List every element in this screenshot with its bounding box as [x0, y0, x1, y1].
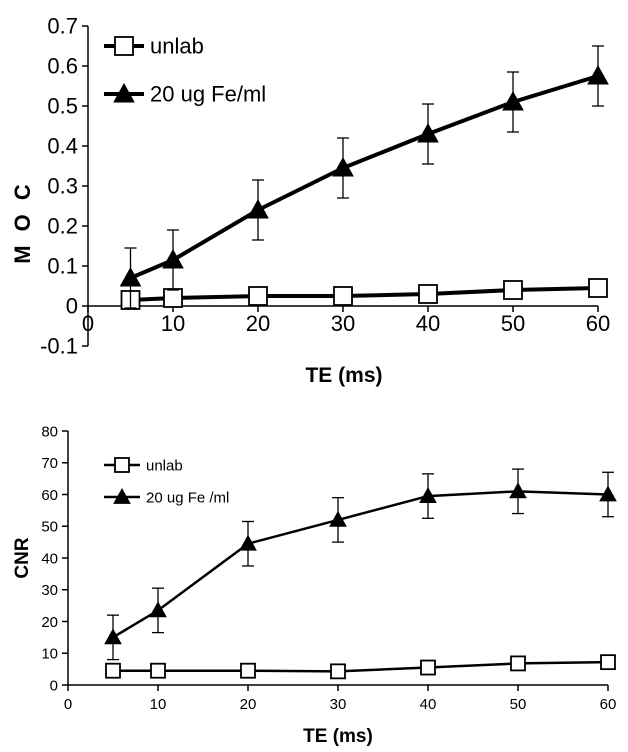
- data-point: [239, 534, 257, 551]
- series-line: [112, 490, 609, 639]
- data-point: [510, 655, 526, 672]
- y-tick-label: 0.1: [47, 254, 78, 279]
- x-tick-label: 20: [246, 311, 270, 336]
- x-tick-label: 10: [150, 696, 167, 713]
- y-tick-label: -0.1: [40, 334, 78, 359]
- data-point: [163, 288, 183, 308]
- data-point: [419, 487, 437, 503]
- series-unlab: [105, 654, 616, 680]
- legend-marker: [113, 487, 131, 504]
- data-point: [247, 198, 269, 219]
- data-point: [105, 662, 121, 679]
- y-axis-label: CNR: [12, 537, 33, 578]
- x-tick-label: 30: [330, 696, 347, 713]
- y-axis-label: M O C: [10, 180, 35, 264]
- data-point: [599, 485, 617, 502]
- data-point: [509, 482, 527, 499]
- legend-marker: [114, 36, 134, 56]
- x-tick-label: 30: [331, 311, 355, 336]
- legend-label: unlab: [150, 34, 204, 59]
- moc-chart: -0.100.10.20.30.40.50.60.70 10 20 30 40 50 60T…: [10, 14, 610, 387]
- data-point: [104, 628, 122, 645]
- data-point: [600, 654, 616, 671]
- y-tick-label: 80: [41, 423, 58, 440]
- y-tick-label: 0.2: [47, 214, 78, 239]
- y-tick-label: 0: [66, 294, 78, 319]
- x-tick-label: 20: [240, 696, 257, 713]
- x-tick-label: 50: [501, 311, 525, 336]
- y-tick-label: 0.6: [47, 54, 78, 79]
- y-tick-label: 0.7: [47, 14, 78, 39]
- data-point: [240, 662, 256, 679]
- data-point: [329, 510, 347, 527]
- data-point: [162, 248, 184, 269]
- cnr-chart: 0 10 20 30 40 50 60 70 80 0 10 20 30 40 50 60 TE (ms) CNR…: [12, 423, 617, 747]
- series-fe-labeled: [119, 45, 609, 309]
- y-tick-label: 50: [41, 519, 58, 536]
- data-point: [149, 601, 167, 618]
- y-tick-label: 30: [41, 582, 58, 599]
- x-tick-label: 50: [510, 696, 527, 713]
- series-unlab: [120, 278, 608, 310]
- data-point: [150, 662, 166, 679]
- y-tick-label: 60: [41, 487, 58, 504]
- data-point: [587, 64, 609, 85]
- legend-label: 20 ug Fe/ml: [150, 82, 266, 107]
- series-fe-labeled: [104, 468, 617, 661]
- x-tick-label: 0: [64, 696, 72, 713]
- y-tick-label: 0.5: [47, 94, 78, 119]
- series-line: [130, 286, 599, 302]
- x-tick-label: 40: [420, 696, 437, 713]
- y-tick-label: 40: [41, 550, 58, 567]
- data-point: [417, 122, 439, 143]
- x-axis-label: TE (ms): [303, 726, 373, 747]
- legend-marker: [113, 82, 135, 103]
- y-tick-label: 20: [41, 614, 58, 631]
- data-point: [502, 90, 524, 111]
- y-tick-label: 0.4: [47, 134, 78, 159]
- x-tick-label: 0: [82, 311, 94, 336]
- x-tick-label: 60: [600, 696, 617, 713]
- data-point: [248, 286, 268, 306]
- data-point: [503, 280, 523, 300]
- x-tick-label: 10: [161, 311, 185, 336]
- data-point: [418, 284, 438, 304]
- x-axis-label: TE (ms): [305, 364, 382, 387]
- y-tick-label: 0: [50, 677, 58, 694]
- legend-marker: [114, 457, 130, 473]
- data-point: [420, 659, 436, 676]
- data-point: [588, 278, 608, 298]
- y-tick-label: 70: [41, 455, 58, 472]
- data-point: [332, 156, 354, 177]
- y-tick-label: 0.3: [47, 174, 78, 199]
- legend-label: unlab: [146, 457, 183, 474]
- data-point: [333, 286, 353, 306]
- x-tick-label: 40: [416, 311, 440, 336]
- data-point: [119, 266, 142, 287]
- legend-label: 20 ug Fe /ml: [146, 489, 229, 506]
- data-point: [330, 663, 346, 680]
- y-tick-label: 10: [41, 646, 58, 663]
- x-tick-label: 60: [586, 311, 610, 336]
- series-line: [113, 660, 609, 673]
